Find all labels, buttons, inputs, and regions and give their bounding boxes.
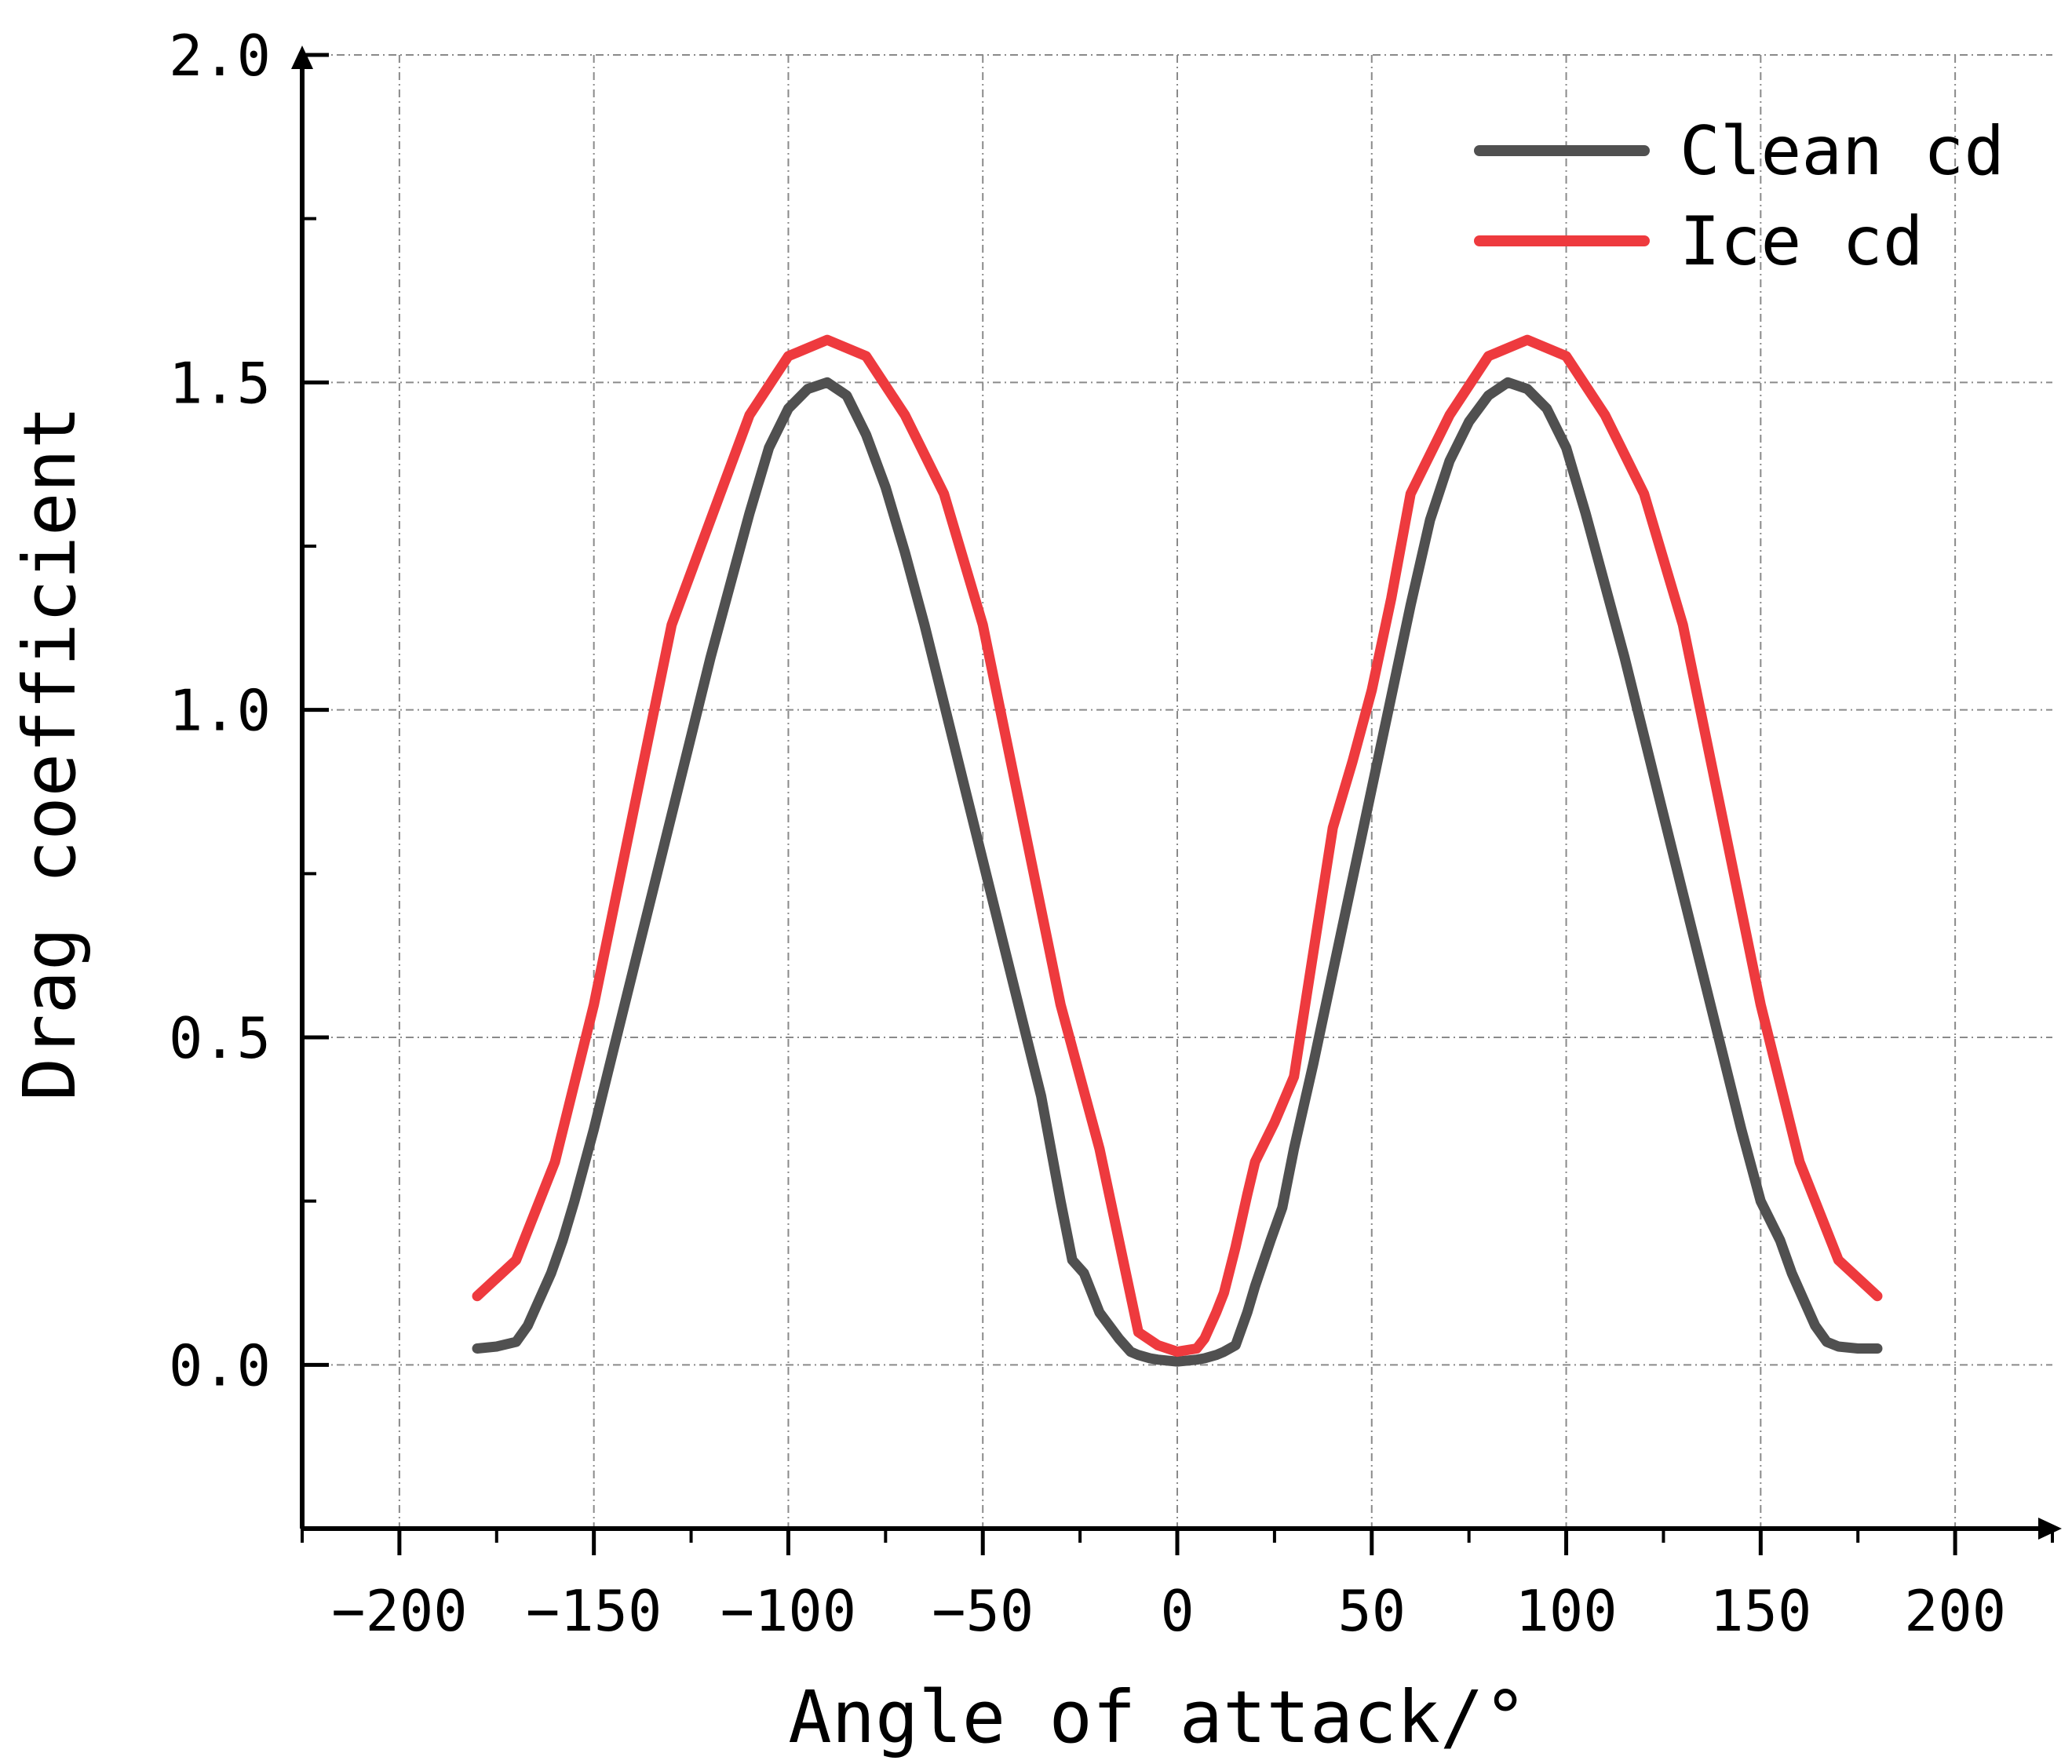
tick-labels: −200 −150 −100 −50 0 50 100 150 200 0.0 0.5 1.0 1.5 2… [169, 23, 2006, 1644]
legend: Clean cd Ice cd [1474, 112, 2005, 281]
legend-label-clean-cd: Clean cd [1680, 112, 2005, 191]
y-axis-arrow-icon [291, 46, 313, 69]
y-axis-title: Drag coefficient [8, 406, 92, 1101]
x-tick-label-3: −50 [932, 1578, 1034, 1644]
x-tick-label-0: −200 [331, 1578, 467, 1644]
y-tick-label-3: 1.5 [169, 350, 271, 416]
series-layer [472, 334, 1883, 1367]
legend-label-ice-cd: Ice cd [1680, 202, 1924, 281]
x-tick-label-5: 50 [1337, 1578, 1406, 1644]
y-tick-label-2: 1.0 [169, 678, 271, 744]
x-tick-label-2: −100 [720, 1578, 856, 1644]
x-tick-label-8: 200 [1904, 1578, 2006, 1644]
y-tick-label-0: 0.0 [169, 1332, 271, 1398]
series-line-clean-cd [472, 377, 1883, 1367]
y-tick-label-4: 2.0 [169, 23, 271, 89]
series-line-ice-cd [472, 334, 1883, 1358]
x-axis-arrow-icon [2038, 1518, 2062, 1540]
y-tick-label-1: 0.5 [169, 1005, 271, 1071]
axes [291, 46, 2062, 1555]
x-tick-label-7: 150 [1709, 1578, 1811, 1644]
x-tick-label-4: 0 [1160, 1578, 1194, 1644]
x-axis-title: Angle of attack/° [788, 1675, 1527, 1759]
x-tick-label-6: 100 [1516, 1578, 1618, 1644]
x-tick-label-1: −150 [526, 1578, 662, 1644]
